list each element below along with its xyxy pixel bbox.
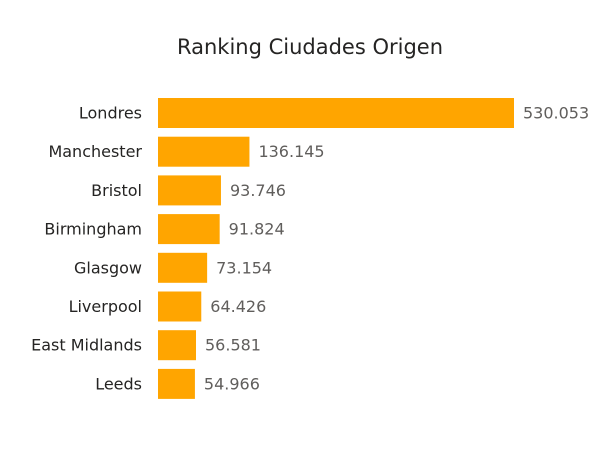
value-label: 73.154 <box>216 258 272 277</box>
bar[interactable] <box>158 214 220 245</box>
bar[interactable] <box>158 252 208 283</box>
category-label: Londres <box>79 104 142 123</box>
bar[interactable] <box>158 136 250 167</box>
category-label: Liverpool <box>69 297 142 316</box>
bar[interactable] <box>158 368 195 399</box>
value-label: 91.824 <box>229 220 285 239</box>
value-label: 56.581 <box>205 336 261 355</box>
value-label: 64.426 <box>210 297 266 316</box>
category-label: East Midlands <box>31 336 142 355</box>
chart-title: Ranking Ciudades Origen <box>177 35 443 59</box>
bar[interactable] <box>158 98 514 128</box>
category-label: Leeds <box>95 374 142 393</box>
category-label: Bristol <box>91 181 142 200</box>
bars-group: Londres 530.053 Manchester 136.145 Bristol 93… <box>31 98 589 399</box>
category-label: Glasgow <box>74 258 142 277</box>
category-label: Birmingham <box>44 220 142 239</box>
bar[interactable] <box>158 291 202 322</box>
category-label: Manchester <box>48 142 142 161</box>
value-label: 93.746 <box>230 181 286 200</box>
value-label: 54.966 <box>204 374 260 393</box>
bar[interactable] <box>158 175 221 206</box>
value-label: 530.053 <box>523 104 589 123</box>
value-label: 136.145 <box>258 142 324 161</box>
bar[interactable] <box>158 330 197 361</box>
